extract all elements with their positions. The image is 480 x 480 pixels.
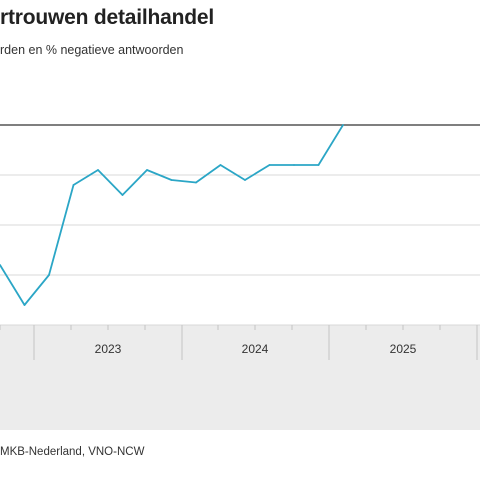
data-point-7 [170,179,173,181]
line-chart: 2023 2024 2025 [0,124,480,430]
x-axis-band [0,325,480,430]
data-point-9 [219,164,222,166]
gridlines [0,124,480,326]
chart-subtitle: rden en % negatieve antwoorden [0,43,184,57]
data-point-13 [317,164,320,166]
data-point-12 [293,164,295,166]
series-line-0 [0,124,344,306]
data-point-1 [23,304,26,306]
data-point-0 [0,264,1,266]
data-point-2 [48,274,50,276]
data-point-11 [268,164,271,166]
chart-title: rtrouwen detailhandel [0,6,214,29]
source-note: MKB-Nederland, VNO-NCW [0,446,145,458]
data-point-10 [244,179,246,181]
data-point-6 [146,169,148,171]
data-point-8 [195,181,197,184]
x-tick-label-2023: 2023 [95,342,122,356]
data-point-14 [342,124,344,126]
series-layer [0,124,344,306]
data-point-4 [97,169,99,171]
data-point-5 [121,194,124,196]
x-tick-label-2024: 2024 [242,342,269,356]
data-point-3 [72,184,75,186]
x-axis: 2023 2024 2025 [0,325,478,360]
x-tick-label-2025: 2025 [390,342,417,356]
